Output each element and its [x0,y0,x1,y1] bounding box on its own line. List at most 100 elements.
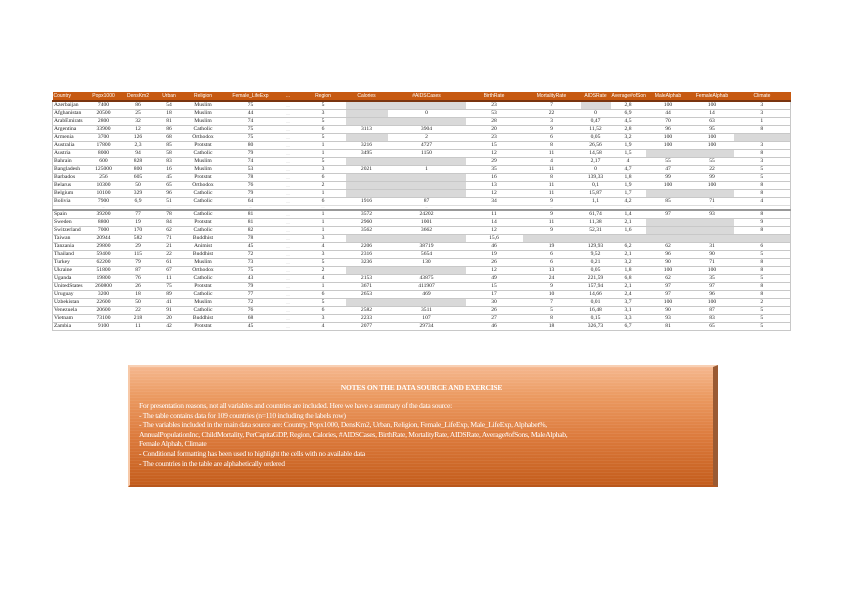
data-cell[interactable]: 99 [690,173,734,182]
data-cell[interactable]: 115 [118,250,158,259]
data-cell[interactable]: 8 [522,173,581,182]
data-cell[interactable]: 42 [157,322,181,331]
column-header[interactable]: Region [300,92,346,102]
data-cell[interactable]: 30 [465,298,523,307]
data-cell[interactable]: 1,4 [610,209,646,219]
data-cell[interactable]: 76 [225,181,276,190]
data-cell[interactable]: 45 [225,322,276,331]
data-cell[interactable]: 100 [645,181,691,190]
data-cell[interactable]: .... [275,141,301,150]
data-cell[interactable]: 3 [733,157,791,166]
data-cell[interactable]: 3 [733,109,791,118]
data-cell[interactable]: 87 [387,197,466,206]
data-cell[interactable] [645,234,691,243]
data-cell[interactable]: 5 [300,100,346,110]
column-header[interactable]: DensKm2 [118,92,158,102]
data-cell[interactable]: 1,5 [610,149,646,158]
data-cell[interactable]: 1 [300,226,346,235]
data-cell[interactable]: 2653 [345,290,388,299]
data-cell[interactable]: 1916 [345,197,388,206]
data-cell[interactable] [345,234,388,243]
data-cell[interactable]: 17800 [88,141,119,150]
data-cell[interactable]: 100 [690,100,734,110]
data-cell[interactable]: Buddhist [180,250,226,259]
data-cell[interactable]: 0,21 [580,258,611,267]
data-cell[interactable]: 78 [157,209,181,219]
country-cell[interactable]: Taiwan [52,234,89,243]
data-cell[interactable]: 11 [522,218,581,227]
data-cell[interactable]: 6 [300,125,346,134]
data-cell[interactable]: 18 [157,109,181,118]
data-cell[interactable]: 17 [465,290,523,299]
data-cell[interactable]: 96 [645,125,691,134]
data-cell[interactable]: 55 [645,157,691,166]
data-cell[interactable]: 6 [522,250,581,259]
data-cell[interactable]: 4 [300,242,346,251]
data-cell[interactable]: 1001 [387,218,466,227]
data-cell[interactable]: .... [275,125,301,134]
data-cell[interactable] [645,218,691,227]
data-cell[interactable]: 67 [157,266,181,275]
data-cell[interactable]: 78 [225,173,276,182]
data-cell[interactable] [690,149,734,158]
data-cell[interactable]: Catholic [180,306,226,315]
country-cell[interactable]: Venezuela [52,306,89,315]
data-cell[interactable]: 70 [645,117,691,126]
data-cell[interactable]: 5654 [387,250,466,259]
data-cell[interactable]: 4,2 [610,197,646,206]
data-cell[interactable]: 2233 [345,314,388,323]
data-cell[interactable]: 170 [118,226,158,235]
data-cell[interactable]: 71 [690,258,734,267]
column-header[interactable]: MortalityRate [522,92,581,102]
data-cell[interactable]: 9 [522,226,581,235]
data-cell[interactable]: .... [275,197,301,206]
data-cell[interactable]: 38719 [387,242,466,251]
data-cell[interactable]: 90 [645,306,691,315]
data-cell[interactable] [345,109,388,118]
data-cell[interactable]: 15 [465,141,523,150]
data-cell[interactable]: Catholic [180,197,226,206]
data-cell[interactable] [387,100,466,110]
data-cell[interactable]: 2077 [345,322,388,331]
data-cell[interactable]: 55 [690,157,734,166]
data-cell[interactable]: 1,1 [580,197,611,206]
data-cell[interactable]: 9 [522,282,581,291]
data-cell[interactable]: 3495 [345,149,388,158]
data-cell[interactable]: 0,01 [580,298,611,307]
data-cell[interactable]: 8 [733,209,791,219]
data-cell[interactable]: 75 [225,266,276,275]
data-cell[interactable]: 97 [645,209,691,219]
data-cell[interactable]: 7 [522,298,581,307]
data-cell[interactable]: .... [275,189,301,198]
data-cell[interactable]: 31 [690,242,734,251]
data-cell[interactable]: Orthodox [180,181,226,190]
data-cell[interactable]: 11 [522,189,581,198]
data-cell[interactable]: 16 [157,165,181,174]
data-cell[interactable]: 2021 [345,165,388,174]
data-cell[interactable]: 6,9 [610,109,646,118]
data-cell[interactable]: 50 [118,298,158,307]
data-cell[interactable]: 3511 [387,306,466,315]
data-cell[interactable]: 87 [118,266,158,275]
data-cell[interactable]: 3,2 [610,133,646,142]
data-cell[interactable]: 2,1 [610,250,646,259]
data-cell[interactable]: 79 [225,149,276,158]
data-cell[interactable]: 469 [387,290,466,299]
data-cell[interactable]: Catholic [180,189,226,198]
data-cell[interactable]: 100 [645,298,691,307]
data-cell[interactable] [690,234,734,243]
data-cell[interactable]: 12 [465,226,523,235]
data-cell[interactable]: 26 [465,258,523,267]
country-cell[interactable]: Uganda [52,274,89,283]
data-cell[interactable]: 3200 [88,290,119,299]
data-cell[interactable]: 29734 [387,322,466,331]
data-cell[interactable]: 75 [225,133,276,142]
data-cell[interactable]: 6 [733,242,791,251]
country-cell[interactable]: Afghanistan [52,109,89,118]
data-cell[interactable]: 13 [522,266,581,275]
data-cell[interactable]: 68 [157,133,181,142]
data-cell[interactable]: .... [275,306,301,315]
data-cell[interactable]: 4727 [387,141,466,150]
data-cell[interactable]: 3904 [387,125,466,134]
data-cell[interactable]: 61 [157,258,181,267]
